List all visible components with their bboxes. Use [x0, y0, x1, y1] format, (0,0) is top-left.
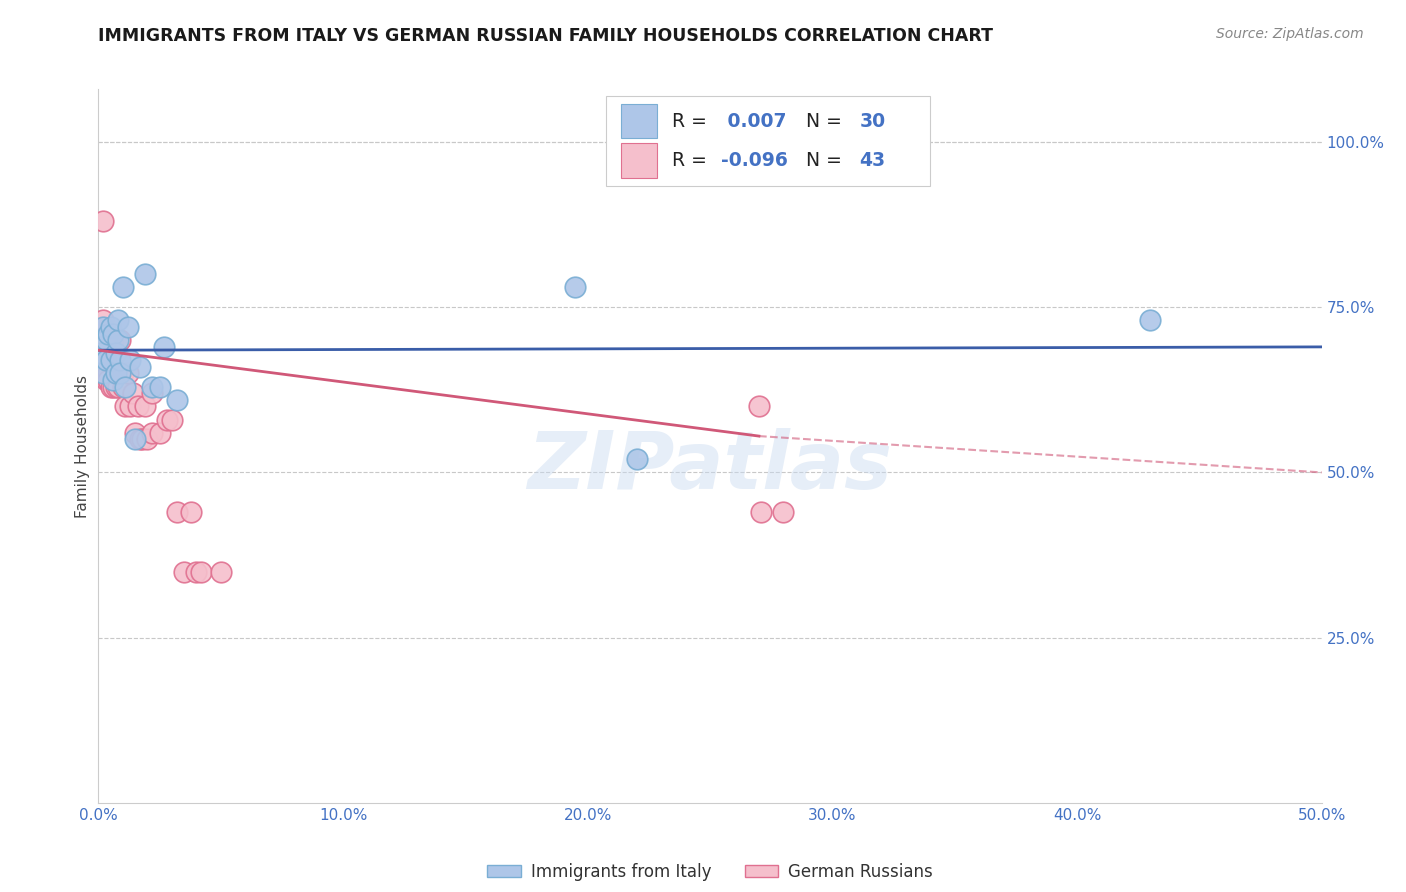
Point	[111, 280, 134, 294]
Text: 43: 43	[859, 151, 886, 170]
Point	[124, 433, 146, 447]
Point	[209, 565, 232, 579]
Legend: Immigrants from Italy, German Russians: Immigrants from Italy, German Russians	[481, 856, 939, 888]
Point	[141, 386, 163, 401]
Point	[91, 320, 114, 334]
Point	[101, 333, 124, 347]
Point	[107, 379, 129, 393]
Point	[166, 392, 188, 407]
Point	[94, 373, 117, 387]
Point	[100, 333, 122, 347]
Text: N =: N =	[794, 112, 848, 131]
Y-axis label: Family Households: Family Households	[75, 375, 90, 517]
Point	[107, 313, 129, 327]
Text: Source: ZipAtlas.com: Source: ZipAtlas.com	[1216, 27, 1364, 41]
Point	[100, 379, 122, 393]
Point	[114, 379, 136, 393]
Point	[107, 367, 129, 381]
Point	[131, 433, 153, 447]
Text: 30: 30	[859, 112, 886, 131]
Bar	[620, 104, 658, 138]
Point	[117, 320, 139, 334]
Point	[127, 400, 149, 414]
Point	[166, 505, 188, 519]
Point	[136, 433, 159, 447]
Point	[101, 373, 124, 387]
Point	[129, 433, 152, 447]
Point	[90, 346, 112, 360]
Point	[104, 367, 127, 381]
Point	[97, 326, 120, 341]
Point	[748, 400, 770, 414]
Point	[121, 386, 143, 401]
Point	[111, 379, 134, 393]
Point	[120, 353, 142, 368]
Point	[91, 214, 114, 228]
Point	[186, 565, 208, 579]
FancyBboxPatch shape	[606, 96, 931, 186]
Text: IMMIGRANTS FROM ITALY VS GERMAN RUSSIAN FAMILY HOUSEHOLDS CORRELATION CHART: IMMIGRANTS FROM ITALY VS GERMAN RUSSIAN …	[98, 27, 994, 45]
Point	[110, 353, 132, 368]
Point	[160, 412, 183, 426]
Point	[117, 367, 139, 381]
Bar	[620, 144, 658, 178]
Point	[101, 379, 124, 393]
Point	[110, 367, 132, 381]
Point	[97, 367, 120, 381]
Point	[104, 379, 127, 393]
Point	[626, 452, 648, 467]
Point	[94, 346, 117, 360]
Point	[153, 340, 176, 354]
Point	[141, 425, 163, 440]
Text: R =: R =	[672, 151, 713, 170]
Point	[129, 359, 152, 374]
Point	[94, 353, 117, 368]
Point	[156, 412, 179, 426]
Point	[149, 425, 172, 440]
Point	[111, 367, 134, 381]
Point	[120, 400, 142, 414]
Point	[107, 333, 129, 347]
Point	[564, 280, 586, 294]
Point	[772, 505, 794, 519]
Text: -0.096: -0.096	[721, 151, 787, 170]
Point	[101, 326, 124, 341]
Point	[90, 346, 112, 360]
Point	[149, 379, 172, 393]
Point	[134, 267, 156, 281]
Point	[100, 353, 122, 368]
Text: 0.007: 0.007	[721, 112, 786, 131]
Text: R =: R =	[672, 112, 713, 131]
Point	[91, 367, 114, 381]
Point	[190, 565, 212, 579]
Point	[91, 313, 114, 327]
Point	[110, 333, 132, 347]
Point	[110, 367, 132, 381]
Point	[100, 320, 122, 334]
Point	[173, 565, 195, 579]
Point	[141, 379, 163, 393]
Text: ZIPatlas: ZIPatlas	[527, 428, 893, 507]
Point	[124, 425, 146, 440]
Point	[94, 333, 117, 347]
Point	[114, 400, 136, 414]
Point	[134, 400, 156, 414]
Point	[97, 373, 120, 387]
Point	[104, 367, 127, 381]
Point	[751, 505, 773, 519]
Point	[104, 346, 127, 360]
Text: N =: N =	[794, 151, 848, 170]
Point	[1139, 313, 1161, 327]
Point	[180, 505, 202, 519]
